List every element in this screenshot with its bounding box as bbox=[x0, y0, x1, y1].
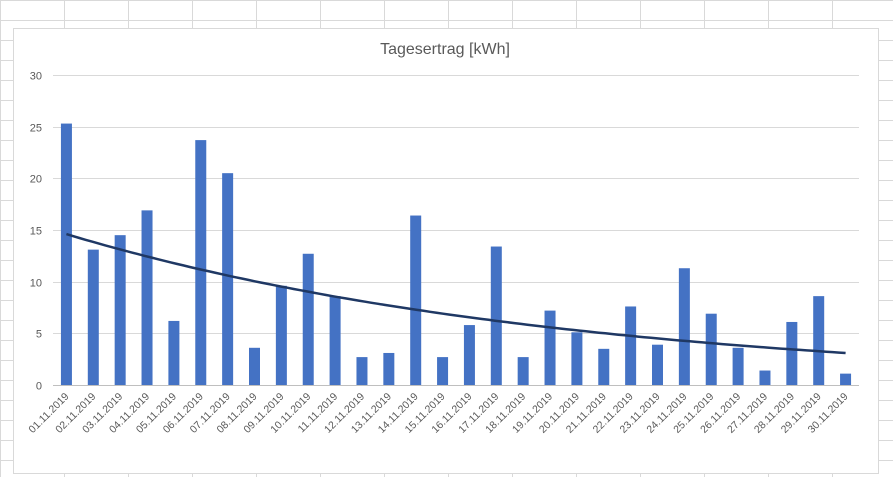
bar bbox=[678, 268, 690, 385]
y-tick-label: 5 bbox=[36, 329, 42, 341]
bar bbox=[168, 320, 180, 385]
bar bbox=[490, 246, 502, 385]
y-tick-label: 20 bbox=[30, 174, 42, 186]
bar bbox=[732, 347, 744, 385]
bars bbox=[60, 123, 852, 386]
y-tick-label: 10 bbox=[30, 278, 42, 290]
bar bbox=[517, 357, 529, 385]
bar bbox=[571, 332, 583, 385]
chart-area bbox=[13, 28, 879, 474]
bar bbox=[249, 347, 260, 385]
bar bbox=[759, 370, 771, 385]
y-tick-label: 15 bbox=[30, 226, 42, 238]
y-tick-label: 25 bbox=[30, 123, 42, 135]
bar bbox=[329, 296, 341, 385]
bar bbox=[195, 140, 207, 385]
y-tick-label: 30 bbox=[30, 71, 42, 83]
bar bbox=[463, 325, 475, 385]
y-tick-label: 0 bbox=[36, 381, 42, 393]
bar bbox=[598, 348, 610, 385]
bar bbox=[705, 313, 717, 385]
y-axis: 0 5 10 15 20 25 30 bbox=[30, 71, 42, 393]
bar bbox=[302, 253, 314, 385]
trendline bbox=[66, 232, 846, 355]
bar bbox=[544, 310, 556, 385]
x-axis: 01.11.201902.11.201903.11.201904.11.2019… bbox=[26, 391, 850, 436]
bar bbox=[275, 285, 287, 385]
bar bbox=[625, 306, 637, 385]
bar bbox=[222, 173, 234, 385]
bar bbox=[356, 357, 368, 385]
bar bbox=[383, 352, 395, 385]
bar bbox=[87, 249, 99, 385]
bar bbox=[141, 210, 153, 385]
gridlines bbox=[53, 75, 859, 386]
bar bbox=[60, 123, 72, 386]
bar bbox=[652, 344, 663, 385]
bar bbox=[437, 357, 449, 385]
bar bbox=[786, 321, 798, 385]
bar bbox=[840, 373, 852, 385]
bar bbox=[813, 296, 825, 385]
bar bbox=[114, 235, 126, 385]
chart-title: Tagesertrag [kWh] bbox=[380, 41, 510, 58]
bar bbox=[410, 215, 422, 385]
